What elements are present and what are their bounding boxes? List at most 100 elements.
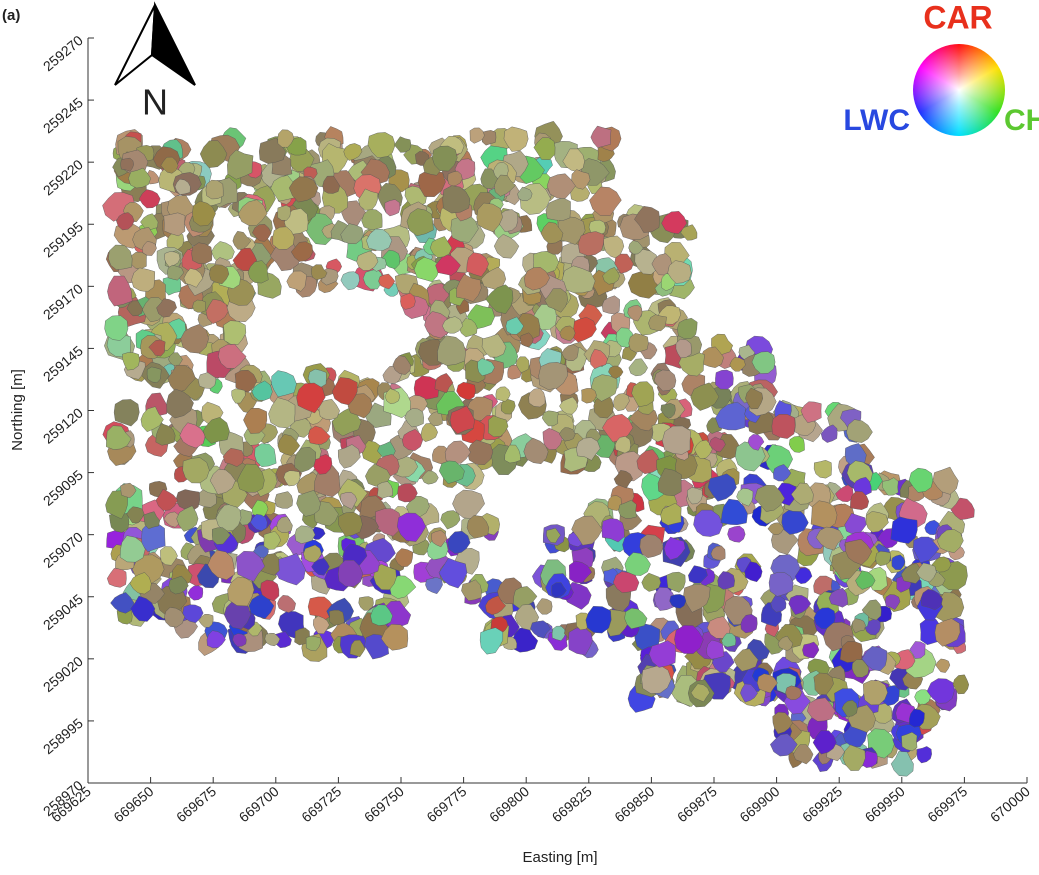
tree-crown (812, 730, 837, 755)
tree-crown (251, 499, 269, 518)
tree-crown (270, 175, 298, 202)
tree-crown (358, 188, 379, 211)
tree-crown (384, 388, 401, 404)
tree-crown (729, 357, 746, 372)
tree-crown (413, 375, 440, 400)
tree-crown (425, 577, 443, 595)
tree-crown (813, 672, 834, 695)
tree-crown (865, 511, 889, 533)
tree-crown (794, 567, 813, 584)
tree-crown (311, 557, 330, 576)
tree-crown (901, 562, 922, 584)
tree-crown (536, 598, 553, 615)
tree-crown (810, 500, 838, 530)
tree-crown (914, 689, 931, 705)
x-tick-label: 669850 (611, 783, 657, 825)
tree-crown (663, 536, 686, 561)
tree-crown (373, 563, 397, 591)
tree-crown (551, 625, 567, 641)
tree-crown (913, 536, 940, 564)
tree-crown (318, 398, 340, 420)
tree-crown (686, 487, 703, 505)
tree-crown (559, 396, 579, 415)
tree-crown (624, 552, 651, 576)
tree-crown (589, 186, 622, 217)
tree-crown (602, 267, 620, 285)
tree-crown (192, 299, 206, 313)
tree-crown (875, 551, 891, 567)
tree-crown (276, 516, 293, 533)
tree-crown (740, 683, 758, 703)
north-arrow-right (150, 1, 196, 86)
tree-crown (447, 170, 463, 187)
x-tick-label: 669775 (423, 783, 469, 825)
tree-crown (223, 320, 247, 345)
tree-crown (850, 491, 870, 510)
tree-crown (140, 213, 159, 231)
tree-crown (180, 324, 209, 354)
tree-crown (545, 197, 571, 221)
x-tick-label: 669925 (799, 783, 845, 825)
tree-crown (108, 244, 133, 270)
tree-crown (581, 388, 597, 404)
tree-crown (950, 497, 975, 520)
tree-crown (561, 344, 579, 361)
tree-crown (494, 174, 516, 197)
tree-crown (405, 496, 430, 518)
tree-crown (733, 648, 759, 672)
y-tick-label: 259095 (40, 466, 86, 508)
tree-crown (209, 468, 236, 495)
tree-crown (481, 130, 497, 146)
tree-crown (641, 665, 672, 694)
tree-crown (568, 627, 593, 656)
tree-crown (277, 433, 301, 456)
tree-crown (167, 365, 196, 393)
tree-crown (250, 514, 268, 532)
tree-crown (179, 422, 206, 449)
tree-crown (404, 408, 424, 428)
tree-crown (435, 253, 461, 276)
tree-crown (706, 639, 725, 660)
tree-crown (926, 678, 955, 704)
tree-crown (206, 630, 226, 649)
tree-crown (528, 388, 546, 408)
tree-crown (641, 572, 661, 592)
tree-crown (634, 249, 659, 275)
tree-crown (523, 267, 551, 291)
tree-crown (155, 488, 178, 511)
tree-crown (533, 137, 556, 161)
tree-crown (466, 252, 489, 277)
tree-crown (106, 425, 132, 450)
tree-crown (106, 568, 127, 588)
tree-crown (447, 530, 471, 554)
tree-crown (618, 499, 637, 519)
tree-crown (260, 579, 280, 602)
x-tick-label: 669900 (736, 783, 782, 825)
tree-crown (800, 401, 822, 423)
tree-crown (744, 561, 763, 583)
tree-crown (908, 467, 934, 493)
tree-crown (438, 460, 465, 484)
tree-crown (520, 332, 534, 348)
tree-crown (156, 298, 177, 318)
tree-crown (740, 614, 758, 634)
tree-crown (542, 427, 563, 450)
tree-crown (277, 595, 296, 613)
tree-crown (183, 268, 204, 288)
tree-crown (231, 388, 246, 404)
tree-crown (767, 522, 784, 535)
tree-crown (356, 250, 379, 271)
tree-crown (272, 226, 295, 250)
tree-crown (168, 575, 189, 595)
tree-crown (431, 530, 448, 548)
tree-crown (916, 562, 937, 583)
tree-crown (846, 419, 873, 443)
tree-crown (485, 595, 506, 616)
tree-crown (305, 635, 321, 652)
tree-crown (909, 708, 925, 728)
tree-crown (122, 352, 140, 371)
tree-crown (667, 260, 692, 284)
tree-crown (855, 570, 876, 590)
tree-crown (745, 387, 764, 410)
